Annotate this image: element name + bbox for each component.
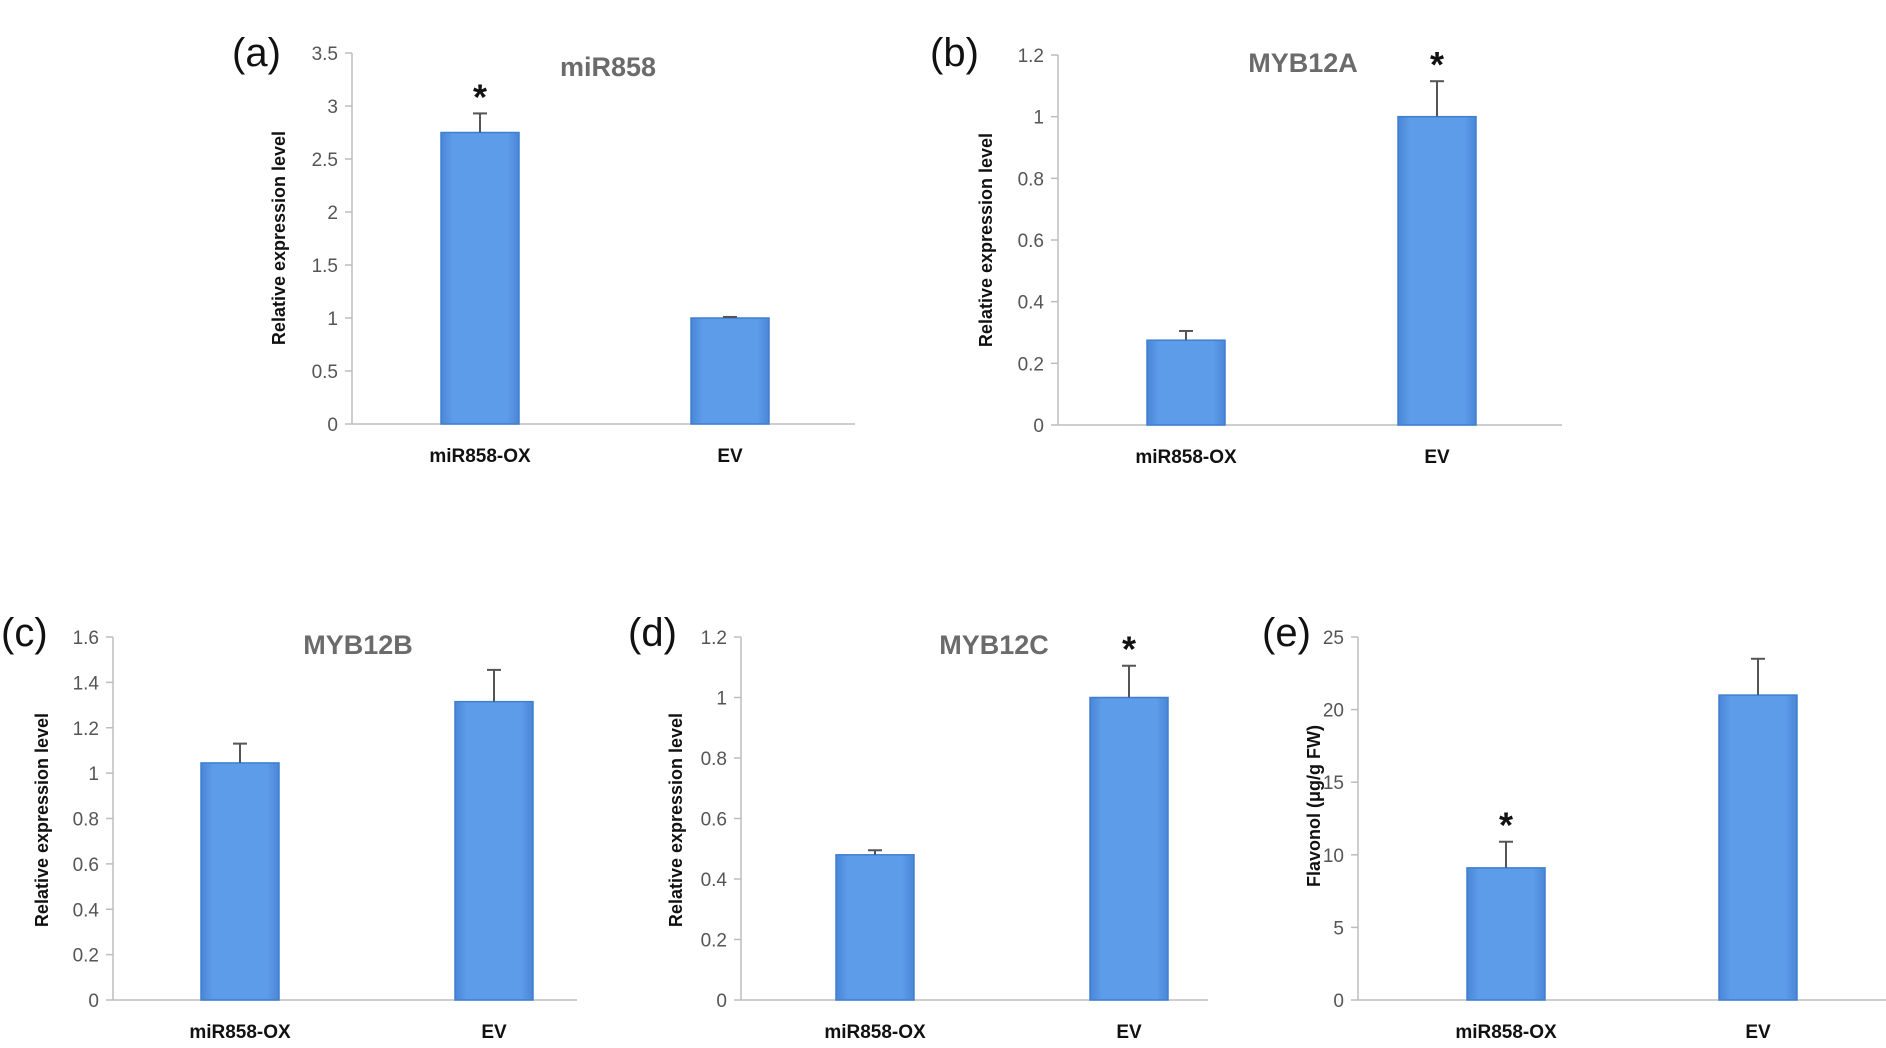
y-tick-label: 0.6 [701,810,727,831]
y-tick-label: 0.6 [1018,231,1044,252]
y-tick-label: 25 [1323,628,1344,649]
bar [835,854,915,1001]
chart-panel-4: (d) MYB12C Relative expression level 0 0.2 0.… [628,611,1208,1043]
category-label: miR858-OX [189,1022,291,1043]
bar [200,762,280,1001]
y-tick-label: 0 [1033,416,1044,437]
y-tick-label: 3 [327,97,338,118]
y-tick-label: 15 [1323,773,1344,794]
category-label: miR858-OX [1135,447,1237,468]
y-tick-label: 0.8 [73,810,99,831]
y-tick-label: 0 [716,991,727,1012]
y-tick-label: 1 [88,764,99,785]
category-label: EV [1745,1022,1771,1043]
panel-letter: (c) [1,611,48,655]
bar [440,131,520,425]
y-tick-label: 0.5 [312,362,338,383]
bar [1397,115,1477,426]
y-tick-label: 0 [1333,991,1344,1012]
significance-marker: * [1122,629,1136,670]
significance-marker: * [473,76,487,117]
panel-letter: (d) [628,611,677,655]
y-tick-label: 5 [1333,918,1344,939]
y-tick-label: 10 [1323,846,1344,867]
category-label: miR858-OX [824,1022,926,1043]
bar [1718,694,1798,1001]
y-tick-label: 1.2 [73,719,99,740]
y-tick-label: 0 [327,415,338,436]
y-tick-label: 1.6 [73,628,99,649]
chart-title: MYB12B [303,630,413,660]
y-tick-label: 0.4 [701,870,728,891]
chart-panel-5: (e) Flavonol (μg/g FW) 0 5 10 15 20 25 * miR858-O… [1262,611,1886,1043]
significance-marker: * [1430,44,1444,85]
panel-letter: (e) [1262,611,1311,655]
chart-panel-3: (c) MYB12B Relative expression level 0 0.2 0.… [1,611,577,1043]
y-axis-label: Relative expression level [976,133,996,347]
panel-letter: (a) [232,31,281,75]
y-tick-label: 0.8 [701,749,727,770]
y-tick-label: 3.5 [312,44,338,65]
chart-title: MYB12C [939,630,1049,660]
panel-letter: (b) [930,31,979,75]
y-tick-label: 2 [327,203,338,224]
category-label: miR858-OX [429,446,531,467]
y-tick-label: 0.2 [1018,354,1044,375]
chart-panel-1: (a) miR858 Relative expression level 0 0.5 1 1… [232,31,855,467]
y-axis-label: Relative expression level [666,713,686,927]
y-axis-label: Flavonol (μg/g FW) [1304,725,1324,887]
y-tick-label: 1 [1033,108,1044,129]
category-label: miR858-OX [1455,1022,1557,1043]
y-tick-label: 0.2 [73,946,99,967]
significance-marker: * [1499,805,1513,846]
y-axis-label: Relative expression level [32,713,52,927]
y-tick-label: 20 [1323,701,1344,722]
chart-panel-2: (b) MYB12A Relative expression level 0 0.2 0.… [930,31,1562,468]
y-tick-label: 1 [716,689,727,710]
y-tick-label: 1.5 [312,256,338,277]
bar [454,700,534,1001]
y-tick-label: 1.2 [1018,46,1044,67]
y-axis-label: Relative expression level [269,131,289,345]
category-label: EV [481,1022,507,1043]
y-tick-label: 1.2 [701,628,727,649]
category-label: EV [1424,447,1450,468]
category-label: EV [1116,1022,1142,1043]
y-tick-label: 1 [327,309,338,330]
category-label: EV [717,446,743,467]
y-tick-label: 1.4 [73,673,100,694]
chart-title: miR858 [560,52,656,82]
y-tick-label: 0.4 [73,900,100,921]
bar [1089,696,1169,1001]
bar [690,317,770,425]
y-tick-label: 0.6 [73,855,99,876]
y-tick-label: 0.4 [1018,293,1045,314]
y-tick-label: 2.5 [312,150,338,171]
chart-title: MYB12A [1248,48,1358,78]
bar [1146,339,1226,426]
y-tick-label: 0.8 [1018,169,1044,190]
y-tick-label: 0 [88,991,99,1012]
y-tick-label: 0.2 [701,931,727,952]
bar [1466,867,1546,1001]
